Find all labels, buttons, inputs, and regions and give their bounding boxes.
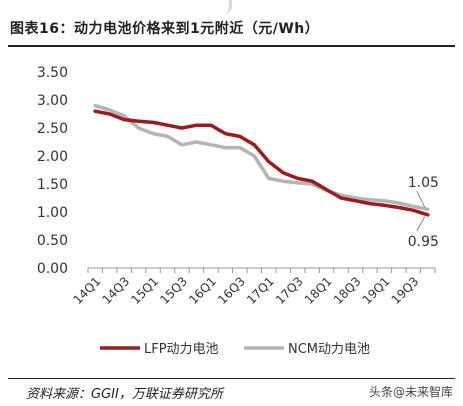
lfp-annotation-leader (416, 216, 426, 232)
y-tick-label: 1.00 (37, 205, 68, 221)
x-tick-label: 19Q3 (389, 274, 422, 307)
lfp-series-line (93, 109, 430, 217)
y-tick-label: 0.50 (37, 233, 68, 249)
ncm-annotation-leader (416, 190, 426, 208)
y-tick-label: 2.50 (37, 121, 68, 137)
y-tick-label: 3.50 (37, 65, 68, 81)
title-divider (8, 45, 455, 47)
x-tick-label: 17Q3 (273, 274, 306, 307)
x-tick-label: 17Q1 (244, 274, 277, 307)
legend-ncm-label: NCM动力电池 (288, 342, 370, 357)
y-tick-label: 3.00 (37, 93, 68, 109)
x-tick-label: 18Q3 (331, 274, 364, 307)
x-tick-label: 19Q1 (360, 274, 393, 307)
ncm-end-label: 1.05 (408, 175, 439, 191)
decorative-arc (221, 0, 232, 14)
chart-title: 图表16：动力电池价格来到1元附近（元/Wh） (10, 21, 320, 37)
watermark: 头条@未来智库 (368, 385, 453, 399)
x-tick-label: 15Q3 (157, 274, 190, 307)
x-tick-label: 18Q1 (302, 274, 335, 307)
source-note: 资料来源：GGII，万联证券研究所 (26, 387, 223, 402)
ncm-series-line (93, 103, 430, 211)
x-tick-label: 14Q3 (99, 274, 132, 307)
y-tick-label: 1.50 (37, 177, 68, 193)
x-tick-label: 14Q1 (71, 274, 104, 307)
legend-lfp-label: LFP动力电池 (144, 342, 219, 357)
y-tick-label: 2.00 (37, 149, 68, 165)
x-tick-label: 16Q3 (215, 274, 248, 307)
footer-divider (8, 378, 455, 379)
y-tick-label: 0.00 (37, 261, 68, 277)
lfp-end-label: 0.95 (408, 234, 439, 250)
x-tick-label: 16Q1 (186, 274, 219, 307)
x-tick-label: 15Q1 (128, 274, 161, 307)
